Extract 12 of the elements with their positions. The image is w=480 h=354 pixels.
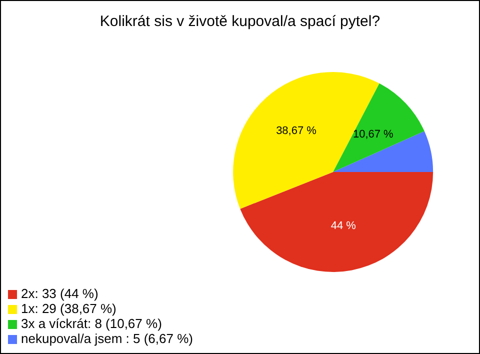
pie-slice <box>333 83 424 172</box>
pie-slice <box>240 172 434 272</box>
data-label: 10,67 % <box>352 128 394 140</box>
data-label: 44 % <box>330 220 356 232</box>
pie-slice <box>233 72 380 209</box>
chart-title: Kolikrát sis v životě kupoval/a spací pytel? <box>98 13 382 32</box>
legend-label: 3x a víckrát: 8 (10,67 %) <box>21 316 162 331</box>
pie-slice <box>333 131 434 172</box>
legend-label: 1x: 29 (38,67 %) <box>21 301 116 316</box>
legend-label: nekupoval/a jsem : 5 (6,67 %) <box>21 331 193 346</box>
legend-label: 2x: 33 (44 %) <box>21 286 98 301</box>
data-label: 38,67 % <box>276 125 317 138</box>
